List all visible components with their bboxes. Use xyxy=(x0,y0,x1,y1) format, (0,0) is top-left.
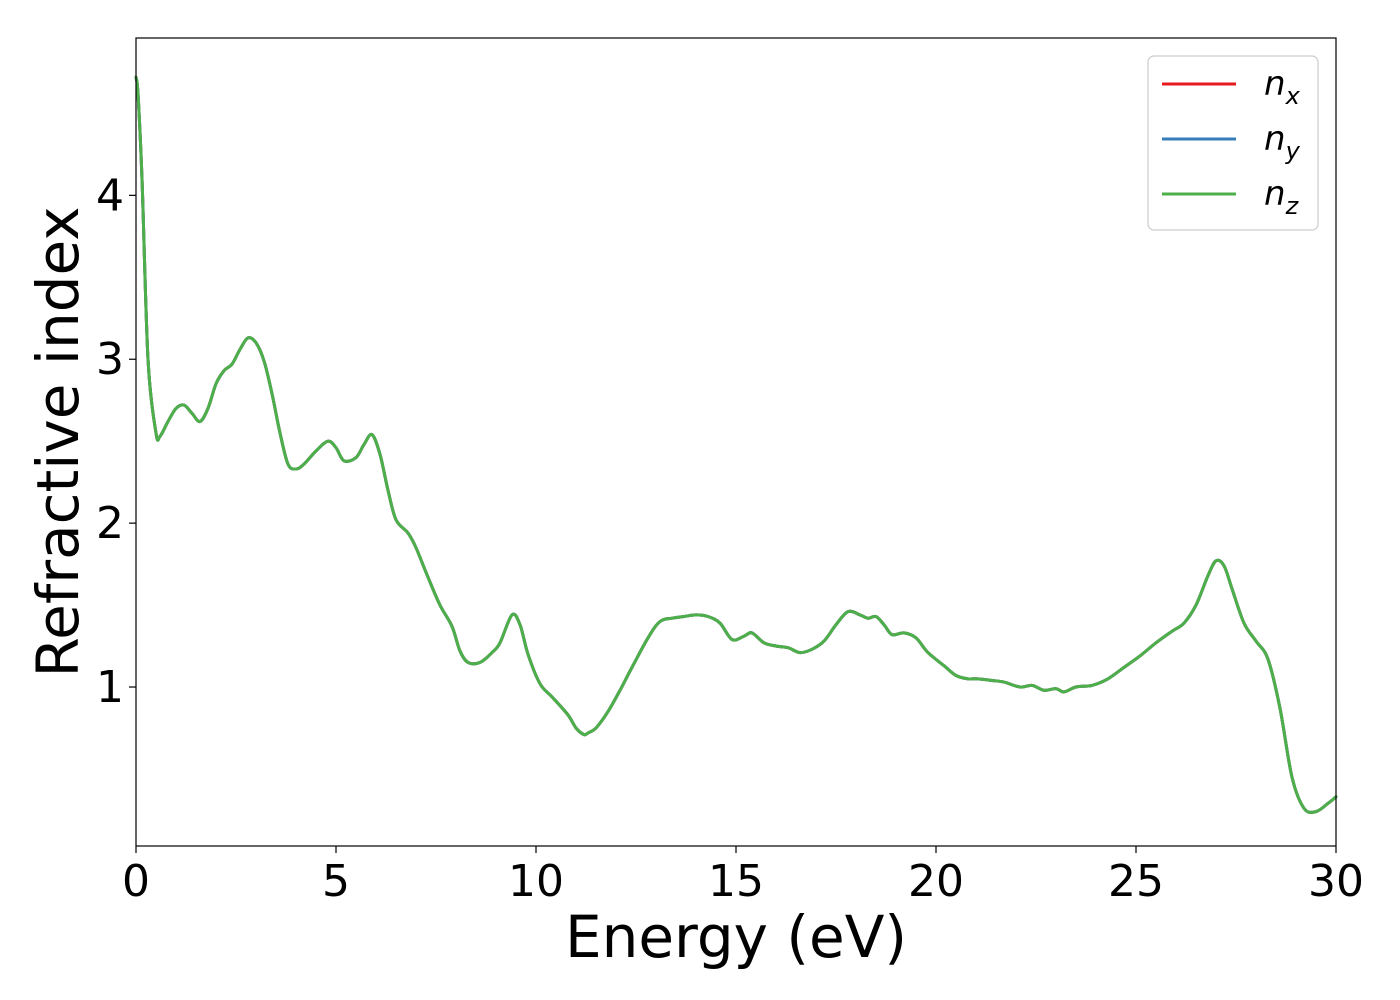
y-tick-label: 1 xyxy=(96,662,124,713)
x-tick-label: 25 xyxy=(1108,856,1164,907)
y-axis-ticks: 1 2 3 4 xyxy=(96,170,136,713)
y-tick-label: 3 xyxy=(96,334,124,385)
legend-label-nz: nz xyxy=(1264,174,1300,220)
x-axis-ticks: 0 5 10 15 20 25 30 xyxy=(122,846,1364,907)
x-axis-title: Energy (eV) xyxy=(565,903,907,971)
x-tick-label: 10 xyxy=(508,856,564,907)
plot-lines xyxy=(134,75,1338,814)
x-tick-label: 20 xyxy=(908,856,964,907)
x-tick-label: 30 xyxy=(1308,856,1364,907)
y-axis-title: Refractive index xyxy=(24,206,92,677)
legend: nx ny nz xyxy=(1147,55,1319,231)
series-line-nz xyxy=(134,75,1338,814)
y-tick-label: 4 xyxy=(96,170,124,221)
legend-box xyxy=(1147,55,1319,231)
legend-label-nx: nx xyxy=(1264,64,1301,110)
x-tick-label: 0 xyxy=(122,856,150,907)
legend-label-ny: ny xyxy=(1264,119,1301,165)
y-tick-label: 2 xyxy=(96,498,124,549)
x-tick-label: 15 xyxy=(708,856,764,907)
x-tick-label: 5 xyxy=(322,856,350,907)
